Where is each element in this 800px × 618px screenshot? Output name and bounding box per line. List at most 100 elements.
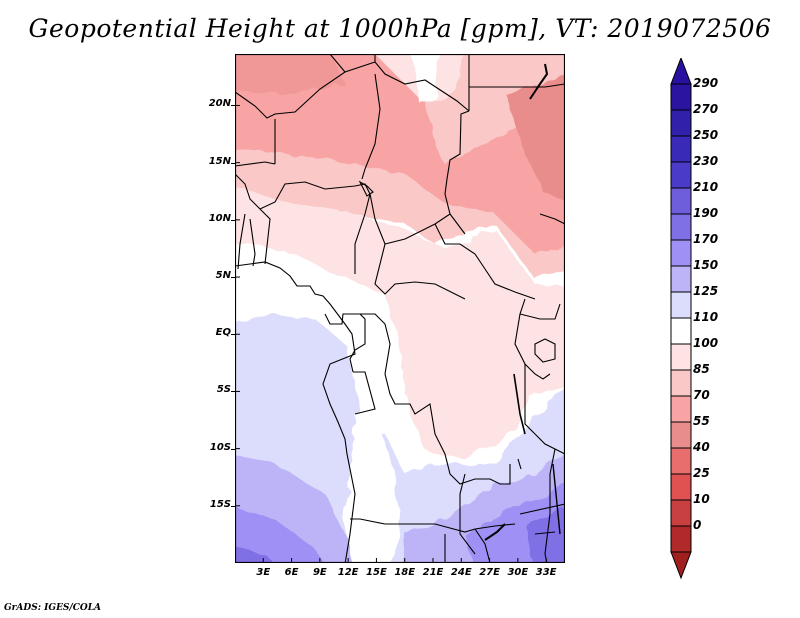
colorbar-level-label: 150 [693, 258, 719, 272]
border [235, 61, 470, 119]
lake-victoria [534, 338, 556, 363]
border [349, 313, 366, 373]
lake-nasser [529, 63, 549, 100]
colorbar-level-label: 170 [693, 232, 719, 246]
colorbar-level-label: 100 [693, 336, 719, 350]
x-tick-label: 21E [422, 567, 444, 578]
border [534, 531, 556, 535]
border [237, 213, 246, 270]
border [259, 208, 271, 265]
colorbar-box [670, 525, 692, 553]
field-white-gap [411, 54, 440, 104]
y-tick-label: EQ [215, 327, 231, 339]
border [434, 223, 536, 300]
colorbar-box [670, 369, 692, 397]
map-plot [235, 54, 565, 563]
border [353, 371, 376, 415]
colorbar-level-label: 10 [693, 492, 710, 506]
colorbar-level-label: 190 [693, 206, 719, 220]
colorbar-level-label: 25 [693, 466, 710, 480]
y-tick-label: 10S [209, 441, 231, 453]
y-tick-mark [231, 391, 235, 393]
colorbar-level-label: 230 [693, 154, 719, 168]
colorbar-level-label: 210 [693, 180, 719, 194]
field-70-85 [235, 54, 565, 254]
chart-title: Geopotential Height at 1000hPa [gpm], VT… [28, 14, 772, 43]
colorbar-box [670, 395, 692, 423]
colorbar [670, 58, 692, 580]
y-tick-label: 20N [208, 98, 231, 110]
colorbar-box [670, 239, 692, 267]
y-tick-label: 10N [208, 212, 231, 224]
lake-bangweulu [517, 458, 522, 470]
border [249, 218, 256, 267]
coastline [235, 261, 356, 563]
y-tick-label: 15S [209, 498, 231, 510]
border [374, 243, 466, 300]
map-frame [235, 54, 565, 563]
colorbar-level-label: 290 [693, 76, 719, 90]
border [544, 448, 556, 563]
x-tick-label: 3E [256, 567, 271, 578]
field-white-angola [345, 414, 400, 563]
y-tick-mark [231, 448, 235, 450]
axis-ticks [235, 104, 547, 563]
lake-malawi [552, 463, 561, 535]
colorbar-level-label: 270 [693, 102, 719, 116]
x-tick-label: 33E [535, 567, 557, 578]
colorbar-level-label: 85 [693, 362, 710, 376]
border [384, 373, 511, 485]
y-tick-mark [231, 162, 235, 164]
x-tick-label: 12E [337, 567, 359, 578]
colorbar-bottom-arrow [670, 551, 692, 580]
y-tick-mark [231, 334, 235, 336]
colorbar-level-label: 40 [693, 440, 710, 454]
x-tick-label: 24E [450, 567, 472, 578]
border [361, 73, 381, 180]
colorbar-level-label: 110 [693, 310, 719, 324]
colorbar-box [670, 447, 692, 475]
border [474, 528, 491, 563]
y-tick-label: 15N [208, 155, 231, 167]
colorbar-level-label: 125 [693, 284, 719, 298]
map-panel [235, 54, 565, 563]
lake-tanganyika [513, 373, 526, 435]
x-tick-label: 9E [312, 567, 327, 578]
shaded-field [235, 54, 565, 563]
colorbar-level-label: 0 [693, 518, 702, 532]
colorbar-box [670, 499, 692, 527]
border [235, 173, 371, 274]
colorbar-box [670, 473, 692, 501]
field-55-70-nw [235, 54, 345, 94]
colorbar-level-label: 55 [693, 414, 710, 428]
colorbar-box [670, 187, 692, 215]
colorbar-box [670, 83, 692, 111]
colorbar-box [670, 343, 692, 371]
x-tick-label: 27E [479, 567, 500, 578]
colorbar-box [670, 135, 692, 163]
colorbar-box [670, 265, 692, 293]
colorbar-level-label: 70 [693, 388, 710, 402]
lake-chad [358, 180, 374, 197]
colorbar-box [670, 291, 692, 319]
y-tick-label: 5S [216, 384, 231, 396]
border [469, 83, 565, 88]
lake-kariba [484, 523, 506, 541]
field-190-210 [235, 508, 565, 563]
border [459, 473, 476, 555]
border [519, 303, 561, 320]
country-borders [235, 54, 565, 563]
border [444, 110, 470, 235]
y-tick-mark [231, 277, 235, 279]
field-55-70 [505, 76, 565, 201]
colorbar-top-arrow [670, 58, 692, 85]
colorbar-box [670, 317, 692, 345]
border [329, 54, 346, 73]
border [524, 364, 565, 455]
field-congo-100-110 [395, 294, 535, 464]
y-tick-label: 5N [215, 270, 231, 282]
border [324, 313, 391, 375]
border [539, 213, 565, 225]
y-tick-mark [231, 219, 235, 221]
colorbar-box [670, 109, 692, 137]
